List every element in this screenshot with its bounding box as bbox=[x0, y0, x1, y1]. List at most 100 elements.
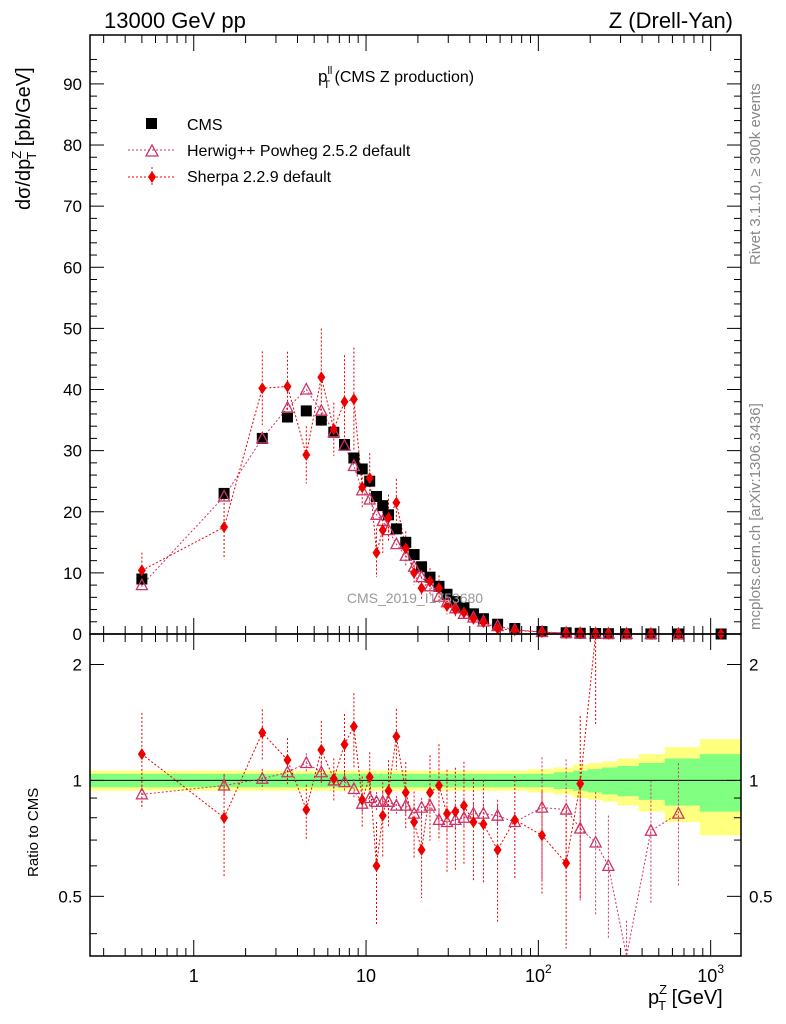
upper-y-tick-label: 40 bbox=[63, 381, 82, 400]
herwig-ratio-point bbox=[389, 798, 403, 811]
watermark: CMS_2019_I1753680 bbox=[347, 590, 483, 606]
x-tick-label: 1 bbox=[189, 966, 199, 986]
lower-y-tick-label: 0.5 bbox=[58, 887, 82, 906]
sherpa-point bbox=[459, 606, 468, 619]
sherpa-ratio-point bbox=[329, 772, 338, 785]
herwig-point bbox=[255, 431, 269, 444]
herwig-ratio-point bbox=[135, 786, 149, 800]
herwig-point bbox=[217, 489, 231, 502]
lower-y-tick-label-right: 2 bbox=[749, 655, 758, 674]
herwig-ratio-point bbox=[363, 790, 377, 804]
herwig-point bbox=[337, 438, 352, 451]
cms-point bbox=[315, 414, 327, 426]
sherpa-line bbox=[141, 377, 722, 635]
herwig-point bbox=[389, 536, 403, 550]
sherpa-ratio-point bbox=[372, 859, 381, 872]
sherpa-point bbox=[340, 395, 349, 408]
lower-y-tick-label-right: 0.5 bbox=[749, 887, 773, 906]
cms-point bbox=[300, 405, 312, 417]
sherpa-point bbox=[378, 524, 387, 537]
sherpa-ratio-point bbox=[220, 811, 229, 824]
herwig-ratio-point bbox=[217, 778, 231, 791]
herwig-point bbox=[299, 382, 313, 395]
sherpa-ratio-point bbox=[258, 726, 267, 739]
herwig-point bbox=[399, 548, 413, 561]
cms-point bbox=[377, 500, 389, 512]
sherpa-point bbox=[372, 546, 381, 559]
herwig-ratio-point bbox=[559, 802, 573, 815]
herwig-ratio-point bbox=[448, 812, 462, 825]
sherpa-ratio-point bbox=[493, 843, 502, 856]
lower-frame bbox=[89, 633, 742, 957]
lower-y-tick-label: 1 bbox=[73, 771, 82, 790]
sherpa-ratio-point bbox=[317, 743, 326, 756]
herwig-ratio-point bbox=[347, 781, 361, 795]
cms-point bbox=[390, 523, 402, 535]
herwig-point bbox=[414, 569, 429, 583]
herwig-ratio-point bbox=[423, 798, 437, 811]
herwig-ratio-point bbox=[589, 835, 603, 848]
lower-y-tick-label-right: 1 bbox=[749, 771, 758, 790]
herwig-ratio-point bbox=[491, 808, 505, 821]
upper-y-axis-label: dσ/dpZT [pb/GeV] bbox=[9, 67, 39, 210]
cms-point bbox=[408, 549, 420, 561]
herwig-ratio-point bbox=[314, 764, 328, 778]
herwig-point bbox=[327, 424, 341, 438]
herwig-ratio-point bbox=[381, 794, 396, 807]
herwig-ratio-point bbox=[535, 800, 549, 813]
legend-label-sherpa: Sherpa 2.2.9 default bbox=[187, 169, 332, 186]
herwig-ratio-point bbox=[299, 755, 313, 769]
legend-marker-sherpa bbox=[148, 171, 156, 183]
upper-y-tick-label: 30 bbox=[63, 442, 82, 461]
mcplots-label: mcplots.cern.ch [arXiv:1306.3436] bbox=[747, 403, 764, 630]
herwig-ratio-point bbox=[573, 821, 587, 834]
herwig-ratio-point bbox=[255, 771, 269, 784]
sherpa-point bbox=[469, 612, 478, 625]
herwig-point bbox=[347, 458, 361, 472]
ratio-panel: 0.5 0.5 1 1 2 2 1 10 102 103 bbox=[58, 633, 773, 986]
sherpa-ratio-point bbox=[392, 730, 401, 743]
sherpa-ratio-point bbox=[510, 813, 519, 826]
herwig-point bbox=[280, 400, 295, 413]
sherpa-ratio-point bbox=[479, 818, 488, 831]
sherpa-ratio-point bbox=[349, 720, 358, 733]
herwig-ratio-point bbox=[414, 800, 429, 813]
herwig-ratio-point bbox=[399, 798, 413, 811]
herwig-point bbox=[432, 589, 446, 602]
upper-y-tick-label: 90 bbox=[63, 75, 82, 94]
upper-y-tick-label: 0 bbox=[73, 625, 82, 644]
lower-y-tick-label: 2 bbox=[73, 655, 82, 674]
cms-point bbox=[356, 463, 368, 475]
sherpa-point bbox=[302, 448, 311, 461]
header-right: Z (Drell-Yan) bbox=[609, 8, 733, 33]
x-tick-exponent: 2 bbox=[545, 962, 552, 976]
x-tick-exponent: 3 bbox=[717, 962, 724, 976]
sherpa-point bbox=[283, 380, 292, 393]
cms-point bbox=[218, 487, 230, 499]
sherpa-ratio-point bbox=[365, 771, 374, 784]
cms-point bbox=[339, 439, 351, 451]
sherpa-point bbox=[425, 575, 434, 588]
plot-title: pll T (CMS Z production) bbox=[318, 65, 474, 91]
sherpa-point bbox=[392, 496, 401, 509]
cms-point bbox=[256, 432, 268, 444]
sherpa-ratio-point bbox=[442, 807, 451, 820]
sherpa-point bbox=[434, 582, 443, 595]
sherpa-ratio-point bbox=[459, 799, 468, 812]
herwig-ratio-point bbox=[432, 812, 446, 825]
herwig-ratio-point bbox=[457, 810, 471, 823]
sherpa-point bbox=[410, 566, 419, 579]
sherpa-ratio-point bbox=[378, 809, 387, 822]
sherpa-ratio-point bbox=[451, 805, 460, 818]
lower-y-axis-label: Ratio to CMS bbox=[25, 788, 42, 877]
herwig-ratio-point bbox=[601, 858, 615, 872]
upper-y-tick-label: 20 bbox=[63, 503, 82, 522]
sherpa-point bbox=[493, 622, 502, 635]
legend-marker-cms bbox=[146, 118, 157, 129]
cms-point bbox=[348, 452, 360, 464]
herwig-point bbox=[314, 403, 328, 417]
sherpa-ratio-point bbox=[283, 753, 292, 766]
upper-y-tick-label: 50 bbox=[63, 319, 82, 338]
ratio-band-inner bbox=[90, 754, 741, 812]
